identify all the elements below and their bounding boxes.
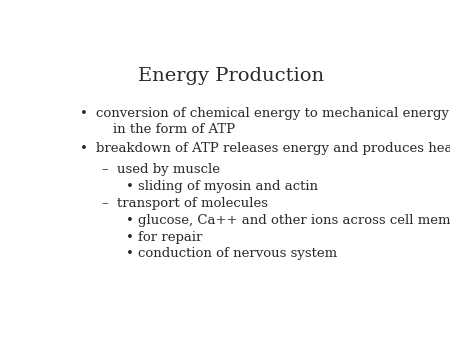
Text: breakdown of ATP releases energy and produces heat: breakdown of ATP releases energy and pro… [96, 142, 450, 155]
Text: Energy Production: Energy Production [138, 67, 324, 84]
Text: transport of molecules: transport of molecules [117, 197, 268, 210]
Text: •: • [126, 247, 134, 261]
Text: conduction of nervous system: conduction of nervous system [138, 247, 338, 261]
Text: glucose, Ca++ and other ions across cell membranes: glucose, Ca++ and other ions across cell… [138, 214, 450, 227]
Text: •: • [126, 214, 134, 227]
Text: conversion of chemical energy to mechanical energy stored
    in the form of ATP: conversion of chemical energy to mechani… [96, 107, 450, 137]
Text: –: – [102, 197, 108, 210]
Text: •: • [126, 180, 134, 193]
Text: used by muscle: used by muscle [117, 163, 220, 176]
Text: for repair: for repair [138, 231, 202, 244]
Text: •: • [80, 142, 88, 155]
Text: –: – [102, 163, 108, 176]
Text: sliding of myosin and actin: sliding of myosin and actin [138, 180, 318, 193]
Text: •: • [80, 107, 88, 120]
Text: •: • [126, 231, 134, 244]
